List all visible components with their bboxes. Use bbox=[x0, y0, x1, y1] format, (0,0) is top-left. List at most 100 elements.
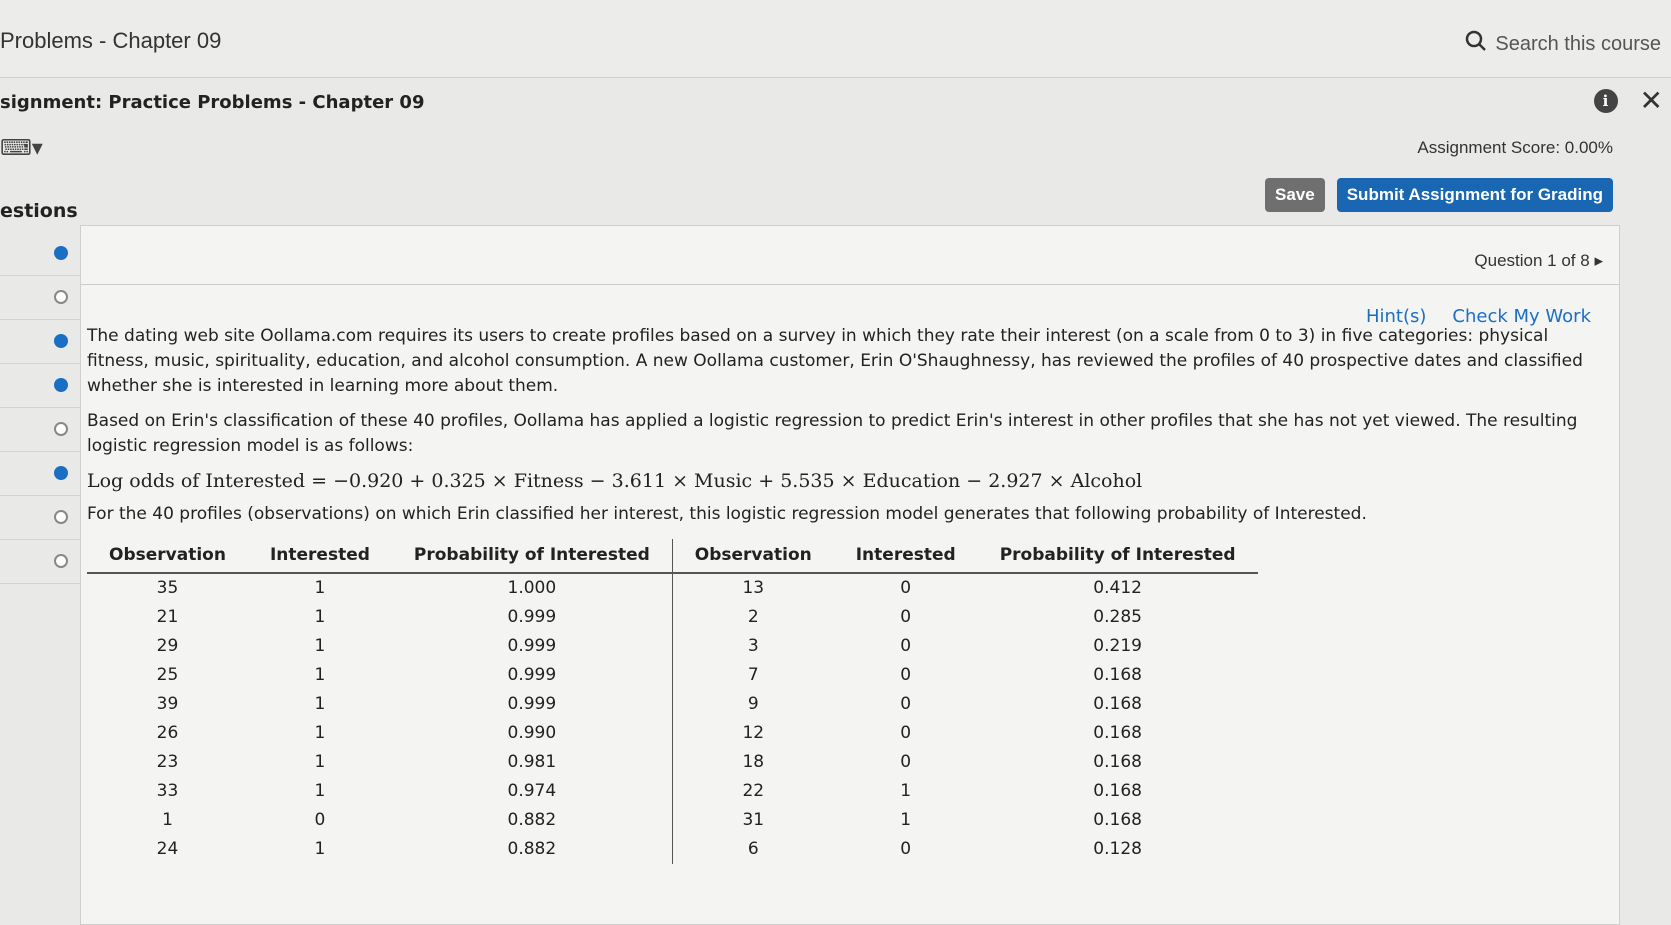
table-cell: 0.990 bbox=[507, 723, 557, 743]
question-panel: Question 1 of 8 ▸ Hint(s) Check My Work … bbox=[80, 225, 1620, 925]
search-box[interactable]: Search this course bbox=[1465, 30, 1661, 58]
answered-dot-icon[interactable] bbox=[54, 246, 68, 260]
table-cell: 0 bbox=[900, 578, 912, 598]
question-item[interactable] bbox=[0, 496, 80, 540]
close-icon[interactable]: ✕ bbox=[1639, 84, 1663, 117]
unanswered-dot-icon[interactable] bbox=[54, 422, 68, 436]
question-item[interactable] bbox=[0, 364, 80, 408]
table-row: 23 1 0.981 18 0 0.168 bbox=[87, 748, 1258, 777]
table-cell: 0.168 bbox=[1093, 752, 1142, 772]
table-cell: 1 bbox=[314, 665, 326, 685]
question-item[interactable] bbox=[0, 232, 80, 276]
table-cell: 0 bbox=[900, 607, 912, 627]
answered-dot-icon[interactable] bbox=[54, 334, 68, 348]
question-item[interactable] bbox=[0, 540, 80, 584]
table-cell: 1.000 bbox=[507, 578, 557, 598]
table-cell: 26 bbox=[156, 723, 179, 743]
table-cell: 0.999 bbox=[507, 607, 557, 627]
table-cell: 0.974 bbox=[507, 781, 557, 801]
table-cell: 1 bbox=[314, 752, 326, 772]
table-cell: 1 bbox=[314, 781, 326, 801]
table-cell: 0.168 bbox=[1093, 723, 1142, 743]
question-item[interactable] bbox=[0, 452, 80, 496]
table-cell: 0.168 bbox=[1093, 781, 1142, 801]
table-cell: 13 bbox=[671, 573, 834, 603]
table-cell: 1 bbox=[314, 694, 326, 714]
table-cell: 0 bbox=[900, 752, 912, 772]
probability-table: Observation Interested Probability of Inte… bbox=[87, 539, 1258, 864]
table-cell: 1 bbox=[314, 636, 326, 656]
table-cell: 0.128 bbox=[1093, 839, 1142, 859]
hints-link[interactable]: Hint(s) bbox=[1365, 306, 1427, 327]
table-cell: 33 bbox=[156, 781, 179, 801]
table-cell: 1 bbox=[314, 607, 326, 627]
table-cell: 0 bbox=[314, 810, 326, 830]
table-cell: 1 bbox=[900, 781, 912, 801]
table-cell: 39 bbox=[156, 694, 179, 714]
table-cell: 18 bbox=[671, 748, 834, 777]
unanswered-dot-icon[interactable] bbox=[54, 510, 68, 524]
column-header: Observation bbox=[87, 539, 248, 574]
table-cell: 35 bbox=[156, 578, 179, 598]
table-cell: 0.882 bbox=[507, 810, 557, 830]
unanswered-dot-icon[interactable] bbox=[54, 290, 68, 304]
questions-label: estions bbox=[0, 200, 78, 222]
table-cell: 0.999 bbox=[507, 636, 557, 656]
table-cell: 0.981 bbox=[507, 752, 557, 772]
column-header: Probability of Interested bbox=[391, 539, 673, 574]
table-row: 35 1 1.000 13 0 0.412 bbox=[87, 573, 1258, 603]
question-paragraph: For the 40 profiles (observations) on wh… bbox=[87, 504, 1367, 524]
table-cell: 0.168 bbox=[1093, 665, 1142, 685]
table-row: 25 1 0.999 7 0 0.168 bbox=[87, 661, 1258, 690]
table-cell: 2 bbox=[671, 603, 834, 632]
table-cell: 31 bbox=[671, 806, 834, 835]
table-cell: 0 bbox=[900, 839, 912, 859]
table-cell: 0.219 bbox=[1093, 636, 1142, 656]
save-button[interactable]: Save bbox=[1265, 178, 1325, 212]
table-cell: 0.999 bbox=[507, 665, 557, 685]
divider bbox=[81, 284, 1619, 285]
table-cell: 0.285 bbox=[1093, 607, 1142, 627]
question-paragraph: Based on Erin's classification of these … bbox=[87, 411, 1578, 456]
answered-dot-icon[interactable] bbox=[54, 378, 68, 392]
table-cell: 0.999 bbox=[507, 694, 557, 714]
table-row: 24 1 0.882 6 0 0.128 bbox=[87, 835, 1258, 864]
question-nav-label[interactable]: Question 1 of 8 bbox=[1474, 251, 1590, 270]
table-cell: 23 bbox=[156, 752, 179, 772]
table-cell: 0.168 bbox=[1093, 694, 1142, 714]
keyboard-icon[interactable]: ⌨▾ bbox=[0, 136, 43, 161]
unanswered-dot-icon[interactable] bbox=[54, 554, 68, 568]
course-title: Problems - Chapter 09 bbox=[0, 28, 222, 53]
table-cell: 0 bbox=[900, 723, 912, 743]
column-header: Interested bbox=[833, 539, 978, 574]
question-item[interactable] bbox=[0, 320, 80, 364]
table-cell: 7 bbox=[671, 661, 834, 690]
top-bar: Problems - Chapter 09 Search this course bbox=[0, 0, 1671, 78]
next-arrow-icon[interactable]: ▸ bbox=[1594, 251, 1603, 270]
submit-button[interactable]: Submit Assignment for Grading bbox=[1336, 178, 1613, 212]
table-cell: 0 bbox=[900, 694, 912, 714]
question-nav[interactable]: Question 1 of 8 ▸ bbox=[1474, 251, 1603, 271]
search-placeholder[interactable]: Search this course bbox=[1495, 32, 1661, 55]
table-row: 26 1 0.990 12 0 0.168 bbox=[87, 719, 1258, 748]
check-my-work-link[interactable]: Check My Work bbox=[1452, 306, 1591, 327]
table-cell: 0.168 bbox=[1093, 810, 1142, 830]
table-row: 33 1 0.974 22 1 0.168 bbox=[87, 777, 1258, 806]
table-cell: 1 bbox=[314, 723, 326, 743]
table-cell: 25 bbox=[156, 665, 179, 685]
info-icon[interactable]: i bbox=[1593, 88, 1618, 113]
question-item[interactable] bbox=[0, 276, 80, 320]
column-header: Observation bbox=[671, 539, 834, 574]
table-cell: 0 bbox=[900, 636, 912, 656]
table-cell: 22 bbox=[671, 777, 834, 806]
table-cell: 0.412 bbox=[1093, 578, 1142, 598]
question-paragraph: The dating web site Oollama.com requires… bbox=[87, 326, 1583, 396]
table-cell: 1 bbox=[162, 810, 173, 830]
question-list bbox=[0, 232, 80, 584]
table-cell: 0 bbox=[900, 665, 912, 685]
search-icon bbox=[1465, 30, 1487, 58]
question-item[interactable] bbox=[0, 408, 80, 452]
table-row: 21 1 0.999 2 0 0.285 bbox=[87, 603, 1258, 632]
answered-dot-icon[interactable] bbox=[54, 466, 68, 480]
table-cell: 0.882 bbox=[507, 839, 557, 859]
